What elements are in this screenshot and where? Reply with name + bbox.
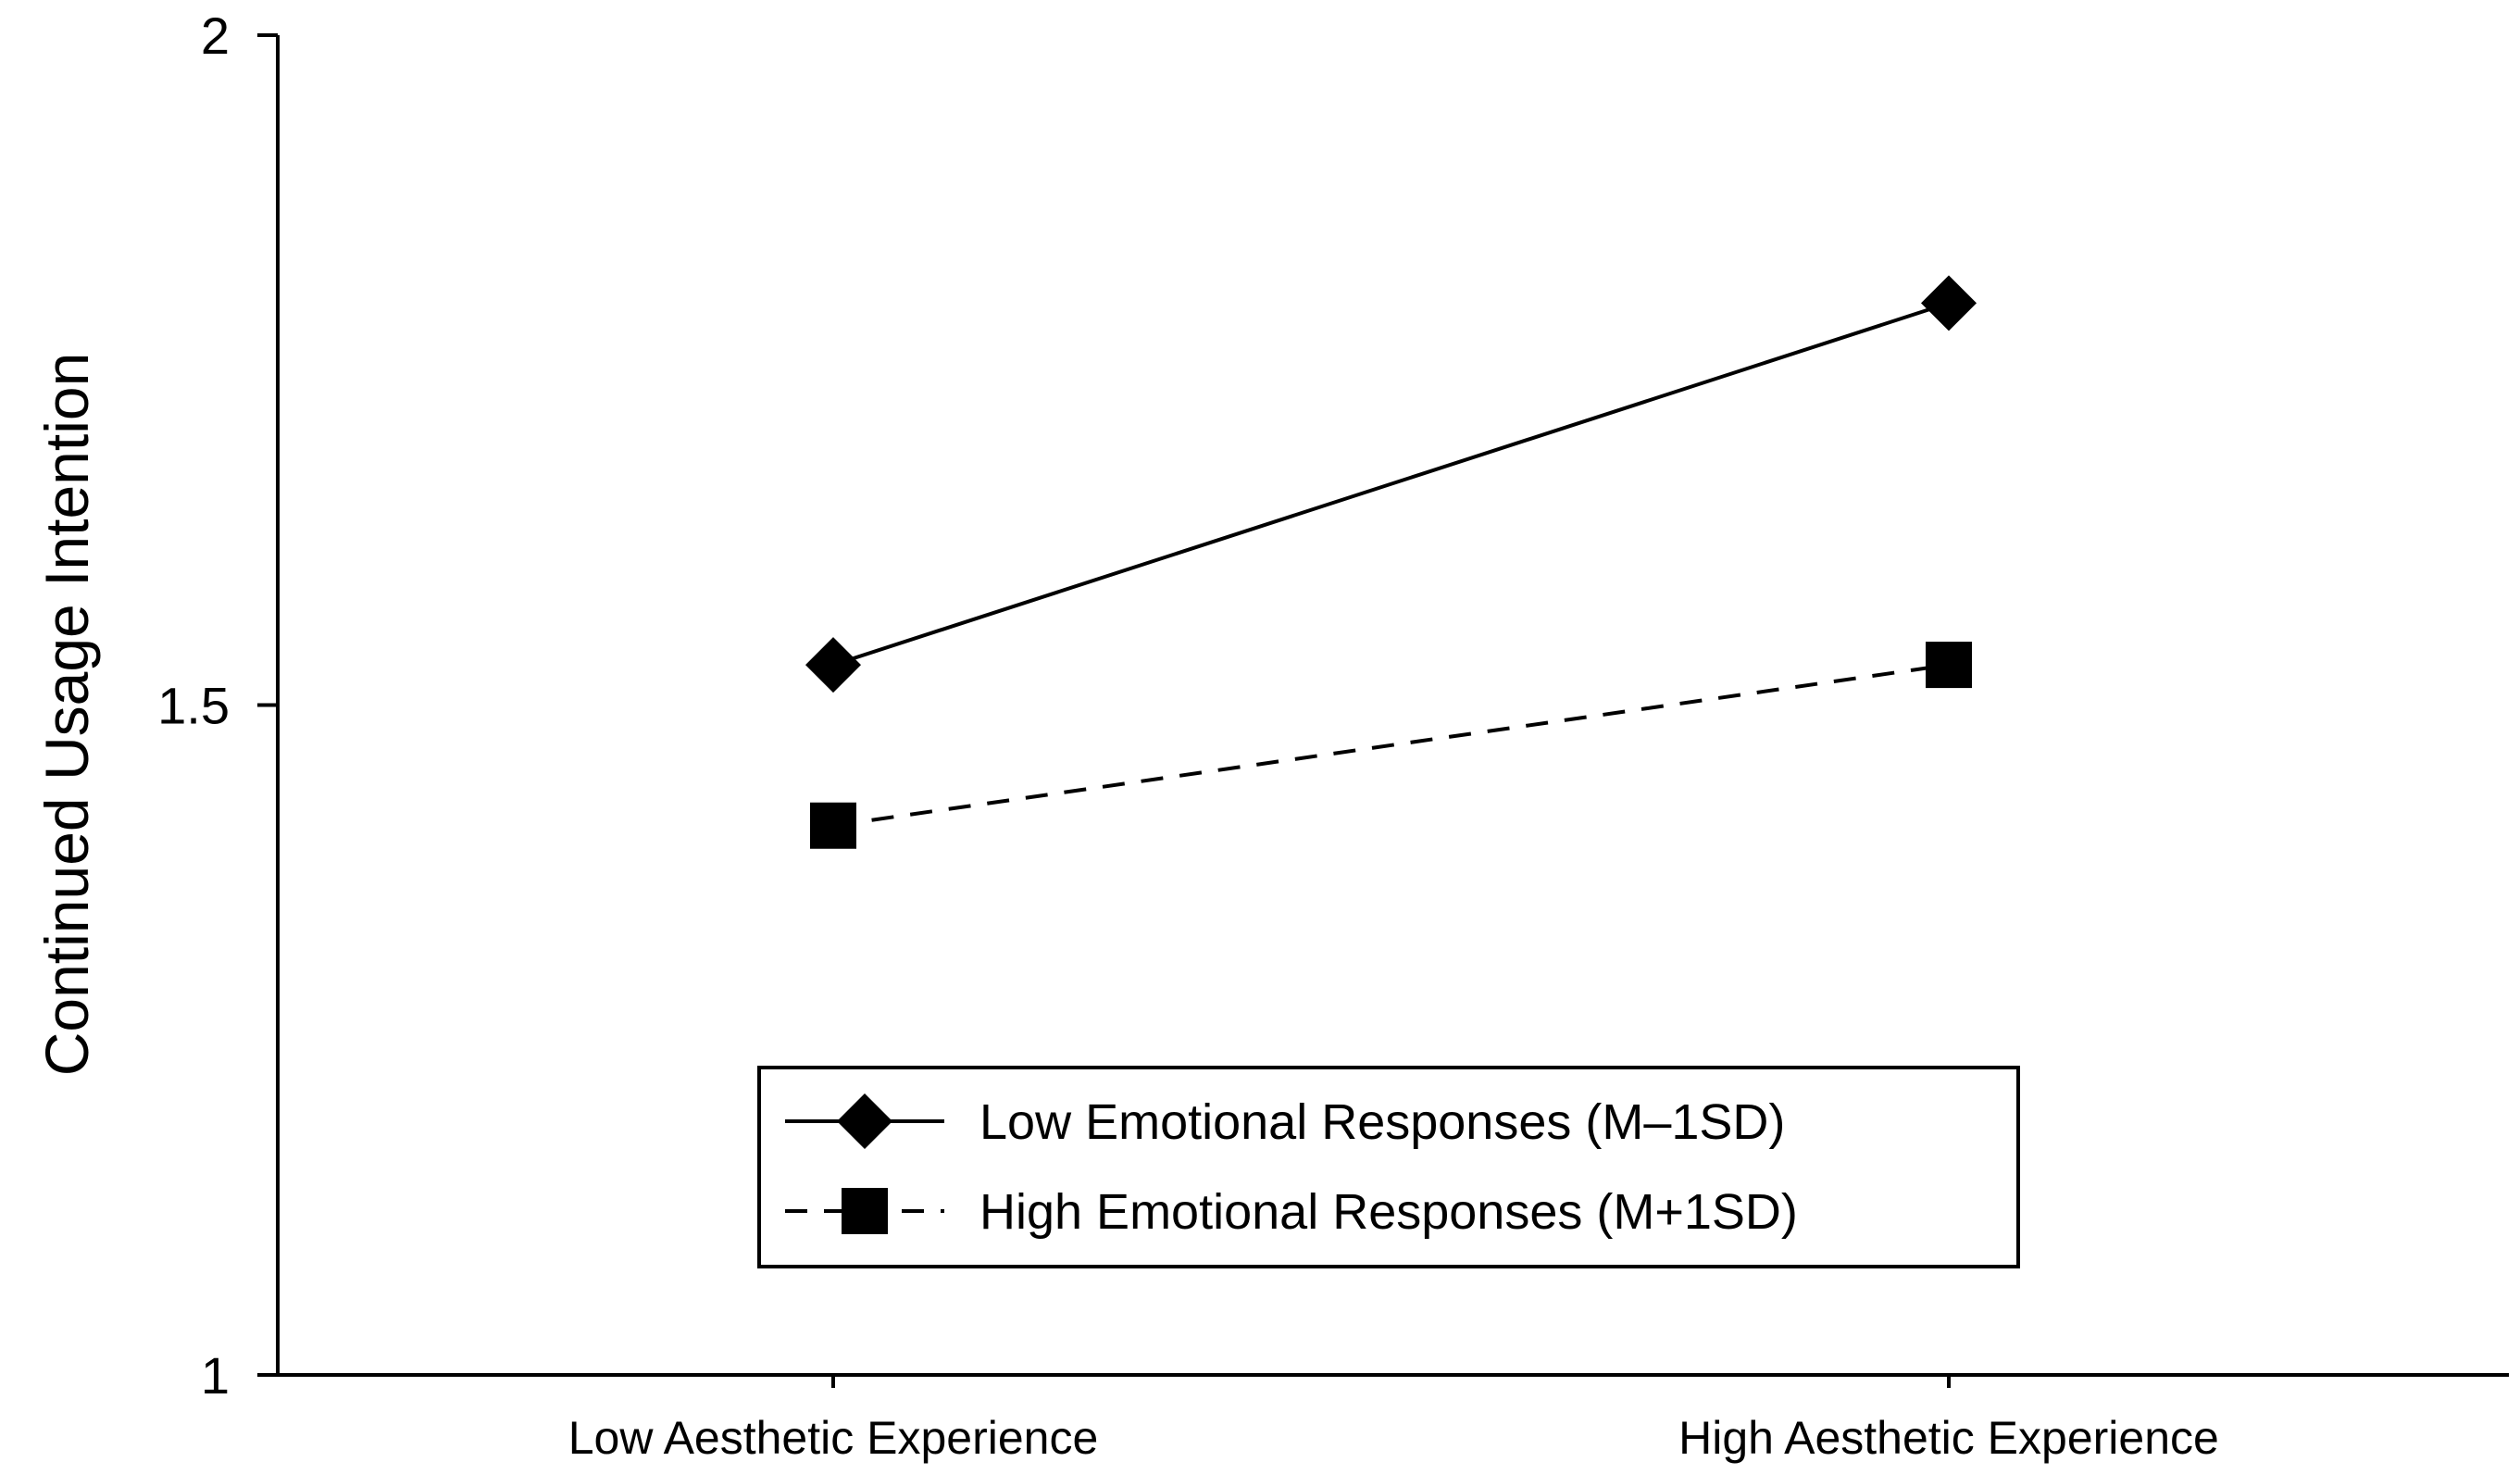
diamond-marker [1921, 275, 1977, 331]
x-category-labels: Low Aesthetic Experience High Aesthetic E… [568, 1412, 2219, 1464]
series-2 [810, 642, 1972, 849]
y-axis-label: Continued Usage Intention [32, 353, 101, 1077]
legend: Low Emotional Responses (M–1SD) High Emot… [757, 1066, 2020, 1268]
x-category-label: Low Aesthetic Experience [568, 1412, 1099, 1464]
y-tick-label: 1.5 [157, 677, 230, 735]
legend-box [757, 1066, 2020, 1268]
y-ticks: 11.52 [157, 6, 278, 1405]
x-category-label: High Aesthetic Experience [1678, 1412, 2219, 1464]
series-line [832, 663, 1950, 828]
square-marker [1926, 642, 1972, 689]
legend-label: Low Emotional Responses (M–1SD) [979, 1094, 1785, 1150]
y-tick-label: 1 [201, 1346, 230, 1405]
y-tick-label: 2 [201, 6, 230, 65]
legend-diamond-marker [837, 1093, 892, 1149]
series-line [832, 301, 1950, 667]
legend-square-marker [842, 1188, 888, 1234]
square-marker [810, 802, 856, 849]
legend-label: High Emotional Responses (M+1SD) [979, 1184, 1798, 1240]
series-layer [805, 275, 1977, 849]
series-1 [805, 275, 1977, 693]
diamond-marker [805, 637, 861, 693]
